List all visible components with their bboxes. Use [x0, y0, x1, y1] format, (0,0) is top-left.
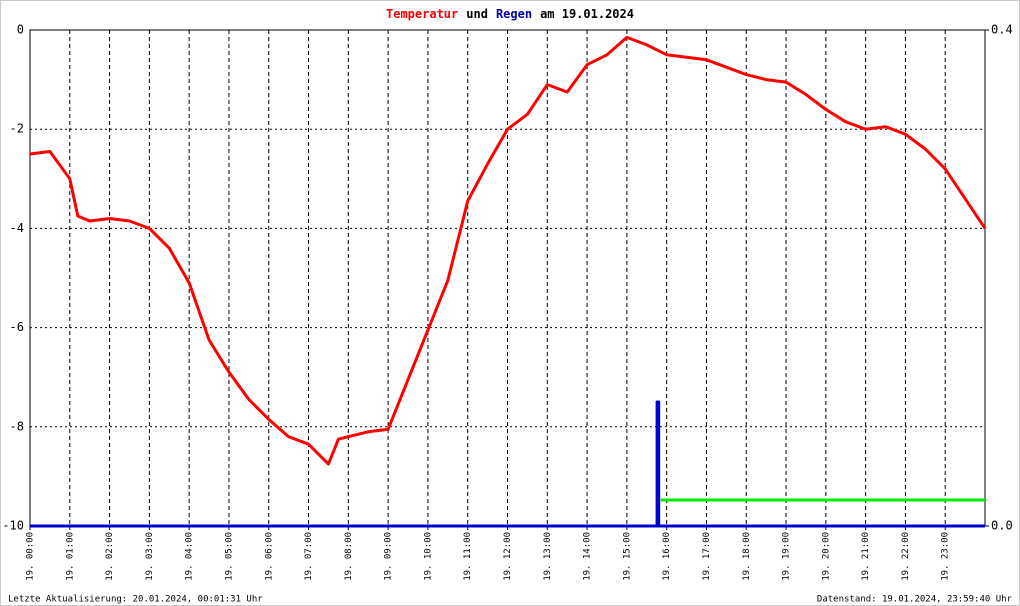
- title-part: und: [466, 7, 488, 21]
- x-tick-label: 19. 13:00: [543, 532, 553, 581]
- title-part: Regen: [496, 7, 532, 21]
- x-tick-label: 19. 23:00: [941, 532, 951, 581]
- x-tick-label: 19. 05:00: [224, 532, 234, 581]
- x-tick-label: 19. 11:00: [463, 532, 473, 581]
- x-tick-label: 19. 20:00: [821, 532, 831, 581]
- y2-tick-label: 0.4: [991, 23, 1013, 37]
- footer-left: Letzte Aktualisierung: 20.01.2024, 00:01…: [8, 595, 263, 605]
- x-tick-label: 19. 02:00: [105, 532, 115, 581]
- x-tick-label: 19. 07:00: [304, 532, 314, 581]
- x-tick-label: 19. 10:00: [423, 532, 433, 581]
- y-tick-label: -6: [10, 320, 24, 334]
- x-tick-label: 19. 01:00: [65, 532, 75, 581]
- x-tick-label: 19. 16:00: [662, 532, 672, 581]
- footer-right: Datenstand: 19.01.2024, 23:59:40 Uhr: [817, 595, 1013, 605]
- x-tick-label: 19. 12:00: [503, 532, 513, 581]
- y-tick-label: -2: [10, 122, 24, 136]
- y-tick-label: -4: [10, 221, 24, 235]
- x-tick-label: 19. 15:00: [622, 532, 632, 581]
- y-tick-label: 0: [17, 23, 24, 37]
- x-tick-label: 19. 08:00: [344, 532, 354, 581]
- y2-tick-label: 0.0: [991, 519, 1013, 533]
- x-tick-label: 19. 03:00: [145, 532, 155, 581]
- x-tick-label: 19. 00:00: [26, 532, 36, 581]
- x-tick-label: 19. 04:00: [185, 532, 195, 581]
- x-tick-label: 19. 17:00: [702, 532, 712, 581]
- chart-title: Temperatur und Regen am 19.01.2024: [386, 7, 634, 21]
- title-part: Temperatur: [386, 7, 458, 21]
- x-tick-label: 19. 06:00: [264, 532, 274, 581]
- series-line: [30, 400, 985, 528]
- y-tick-label: -8: [10, 419, 24, 433]
- y-tick-label: -10: [2, 519, 24, 533]
- x-tick-label: 19. 21:00: [861, 532, 871, 581]
- title-part: am 19.01.2024: [540, 7, 634, 21]
- x-tick-label: 19. 09:00: [384, 532, 394, 581]
- x-tick-label: 19. 22:00: [901, 532, 911, 581]
- x-tick-label: 19. 19:00: [782, 532, 792, 581]
- series-line: [29, 35, 987, 466]
- x-tick-label: 19. 18:00: [742, 532, 752, 581]
- x-tick-label: 19. 14:00: [583, 532, 593, 581]
